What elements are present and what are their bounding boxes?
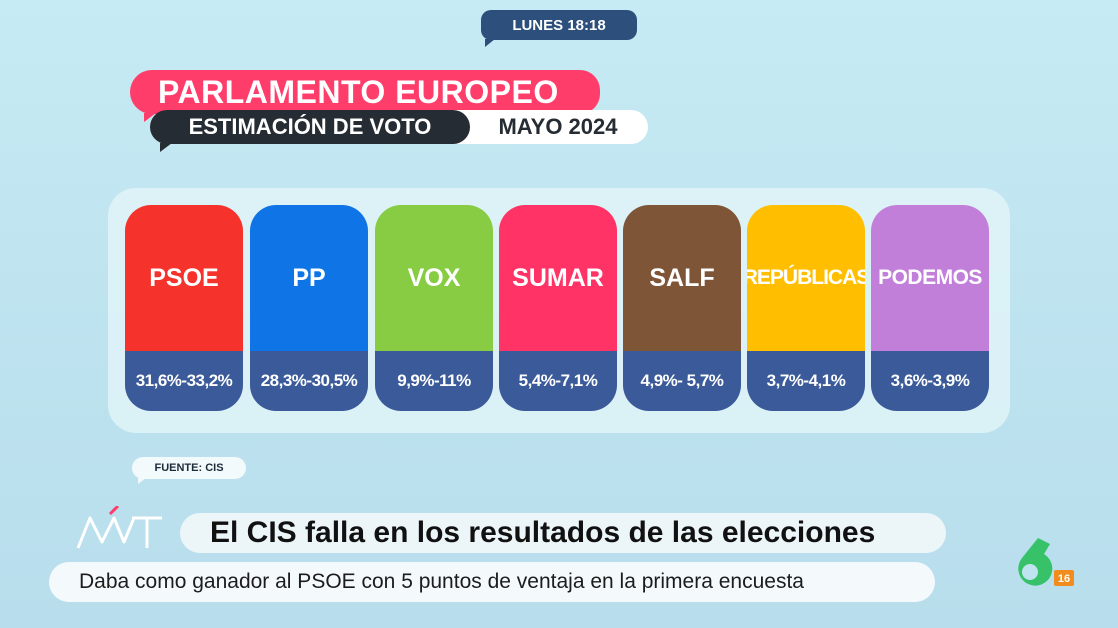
party-name: SALF xyxy=(623,205,741,351)
age-rating-label: 16 xyxy=(1058,573,1070,585)
graphic-date: MAYO 2024 xyxy=(450,110,648,144)
source-badge: FUENTE: CIS xyxy=(132,457,246,484)
party-range: 31,6%-33,2% xyxy=(125,351,243,411)
title-sub: ESTIMACIÓN DE VOTO xyxy=(188,114,432,139)
party-card-sumar: SUMAR 5,4%-7,1% xyxy=(499,205,617,411)
subheadline-text: Daba como ganador al PSOE con 5 puntos d… xyxy=(79,570,804,593)
time-label: LUNES 18:18 xyxy=(512,16,606,34)
party-name: PODEMOS xyxy=(871,205,989,351)
mvt-logo xyxy=(76,506,162,549)
graphic-subtitle: ESTIMACIÓN DE VOTO xyxy=(150,110,470,152)
vote-estimate-panel: PSOE 31,6%-33,2% PP 28,3%-30,5% VOX 9,9%… xyxy=(108,188,1010,433)
party-card-salf: SALF 4,9%- 5,7% xyxy=(623,205,741,411)
party-range: 9,9%-11% xyxy=(375,351,493,411)
party-name: REPÚBLICAS xyxy=(747,205,865,351)
party-range: 4,9%- 5,7% xyxy=(623,351,741,411)
news-headline: El CIS falla en los resultados de las el… xyxy=(180,513,946,553)
party-range: 5,4%-7,1% xyxy=(499,351,617,411)
party-name: SUMAR xyxy=(499,205,617,351)
graphic-title: PARLAMENTO EUROPEO xyxy=(130,70,600,122)
party-card-podemos: PODEMOS 3,6%-3,9% xyxy=(871,205,989,411)
party-range: 3,6%-3,9% xyxy=(871,351,989,411)
age-rating-badge xyxy=(1054,570,1074,586)
source-label: FUENTE: CIS xyxy=(154,462,224,474)
time-badge: LUNES 18:18 xyxy=(481,10,637,47)
party-range: 28,3%-30,5% xyxy=(250,351,368,411)
party-name: PP xyxy=(250,205,368,351)
party-card-pp: PP 28,3%-30,5% xyxy=(250,205,368,411)
party-name: PSOE xyxy=(125,205,243,351)
la-sexta-logo: 16 xyxy=(1018,538,1074,586)
news-subheadline: Daba como ganador al PSOE con 5 puntos d… xyxy=(49,562,935,602)
party-card-psoe: PSOE 31,6%-33,2% xyxy=(125,205,243,411)
party-name: VOX xyxy=(375,205,493,351)
headline-text: El CIS falla en los resultados de las el… xyxy=(210,516,876,549)
party-range: 3,7%-4,1% xyxy=(747,351,865,411)
title-date: MAYO 2024 xyxy=(498,114,618,139)
party-card-republicas: REPÚBLICAS 3,7%-4,1% xyxy=(747,205,865,411)
party-card-vox: VOX 9,9%-11% xyxy=(375,205,493,411)
title-main: PARLAMENTO EUROPEO xyxy=(158,73,559,110)
